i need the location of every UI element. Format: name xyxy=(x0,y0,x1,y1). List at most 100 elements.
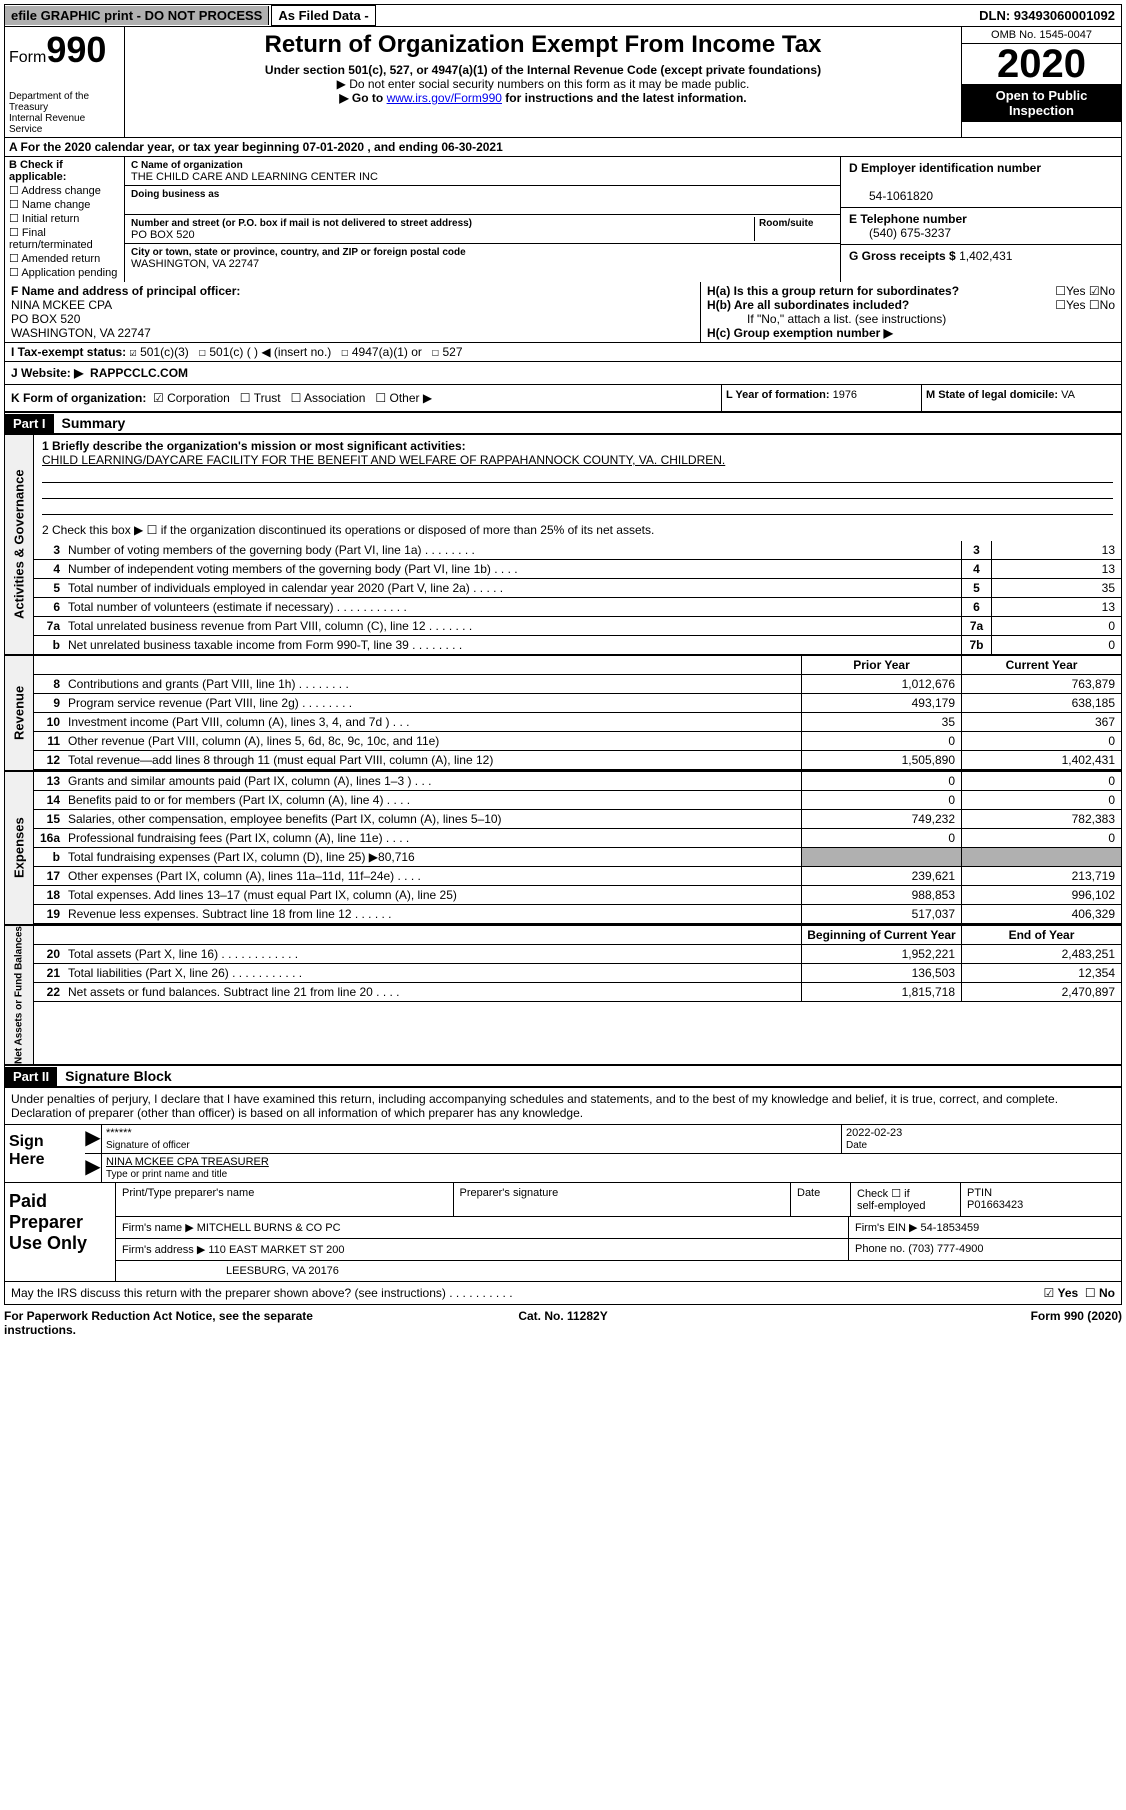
firm-ein: Firm's EIN ▶ 54-1853459 xyxy=(849,1217,1121,1238)
table-row: 22Net assets or fund balances. Subtract … xyxy=(34,983,1121,1002)
form-number: 990 xyxy=(46,29,106,70)
prep-sig-h: Preparer's signature xyxy=(454,1183,792,1216)
table-row: 10Investment income (Part VIII, column (… xyxy=(34,713,1121,732)
f-heading: F Name and address of principal officer: xyxy=(11,284,240,298)
form990-link[interactable]: www.irs.gov/Form990 xyxy=(387,91,502,105)
m-heading: M State of legal domicile: xyxy=(926,389,1058,401)
table-row: 21Total liabilities (Part X, line 26) . … xyxy=(34,964,1121,983)
row-a: A For the 2020 calendar year, or tax yea… xyxy=(4,137,1122,157)
d-heading: D Employer identification number xyxy=(849,161,1041,175)
signer-name: NINA MCKEE CPA TREASURER xyxy=(106,1156,269,1168)
k-heading: K Form of organization: xyxy=(11,391,146,405)
table-row: 17Other expenses (Part IX, column (A), l… xyxy=(34,867,1121,886)
table-row: 14Benefits paid to or for members (Part … xyxy=(34,791,1121,810)
cat-no: Cat. No. 11282Y xyxy=(377,1309,750,1337)
paperwork-notice: For Paperwork Reduction Act Notice, see … xyxy=(4,1309,377,1337)
phone: (540) 675-3237 xyxy=(849,226,951,240)
table-row: 8Contributions and grants (Part VIII, li… xyxy=(34,675,1121,694)
end-year-h: End of Year xyxy=(961,926,1121,944)
addr-h: Number and street (or P.O. box if mail i… xyxy=(131,218,472,229)
city-h: City or town, state or province, country… xyxy=(131,247,466,258)
officer-name: NINA MCKEE CPA xyxy=(11,298,112,312)
exp-label: Expenses xyxy=(4,771,34,925)
sign-here-label: Sign Here xyxy=(5,1125,85,1182)
firm-addr: Firm's address ▶ 110 EAST MARKET ST 200 xyxy=(116,1239,849,1260)
g-heading: G Gross receipts $ xyxy=(849,249,956,263)
sig-of-officer: Signature of officer xyxy=(106,1140,190,1151)
part1-title: Summary xyxy=(54,413,134,433)
chk-initial[interactable]: ☐ Initial return xyxy=(9,212,120,225)
discuss-q: May the IRS discuss this return with the… xyxy=(11,1286,1043,1300)
domicile: VA xyxy=(1061,389,1075,401)
firm-name: Firm's name ▶ MITCHELL BURNS & CO PC xyxy=(116,1217,849,1238)
c-name-h: C Name of organization xyxy=(131,160,243,171)
year-formed: 1976 xyxy=(833,389,857,401)
prep-date-h: Date xyxy=(791,1183,851,1216)
gov-row: bNet unrelated business taxable income f… xyxy=(34,636,1121,654)
ssn-notice: ▶ Do not enter social security numbers o… xyxy=(129,77,957,91)
ein: 54-1061820 xyxy=(849,189,933,203)
sig-date: 2022-02-23 xyxy=(846,1127,902,1139)
header-grid: B Check if applicable: ☐ Address change … xyxy=(4,157,1122,282)
org-city: WASHINGTON, VA 22747 xyxy=(131,258,259,270)
officer-addr2: WASHINGTON, VA 22747 xyxy=(11,326,151,340)
asfiled-label: As Filed Data - xyxy=(271,5,375,26)
q2: 2 Check this box ▶ ☐ if the organization… xyxy=(42,523,654,537)
declaration: Under penalties of perjury, I declare th… xyxy=(5,1088,1121,1124)
chk-address[interactable]: ☐ Address change xyxy=(9,184,120,197)
part2-title: Signature Block xyxy=(57,1066,180,1086)
gov-row: 7aTotal unrelated business revenue from … xyxy=(34,617,1121,636)
chk-final[interactable]: ☐ Final return/terminated xyxy=(9,226,120,251)
table-row: bTotal fundraising expenses (Part IX, co… xyxy=(34,848,1121,867)
table-row: 13Grants and similar amounts paid (Part … xyxy=(34,772,1121,791)
table-row: 15Salaries, other compensation, employee… xyxy=(34,810,1121,829)
inspection-badge: Open to Public Inspection xyxy=(962,84,1121,122)
tax-year: 2020 xyxy=(962,44,1121,84)
ha-label: H(a) Is this a group return for subordin… xyxy=(707,284,967,298)
table-row: 16aProfessional fundraising fees (Part I… xyxy=(34,829,1121,848)
mission-text: CHILD LEARNING/DAYCARE FACILITY FOR THE … xyxy=(42,453,725,467)
goto-line: ▶ Go to www.irs.gov/Form990 for instruct… xyxy=(129,91,957,105)
table-row: 11Other revenue (Part VIII, column (A), … xyxy=(34,732,1121,751)
form-footer: Form 990 (2020) xyxy=(749,1309,1122,1337)
org-addr: PO BOX 520 xyxy=(131,229,195,241)
firm-city: LEESBURG, VA 20176 xyxy=(116,1261,1121,1281)
table-row: 18Total expenses. Add lines 13–17 (must … xyxy=(34,886,1121,905)
gov-row: 5Total number of individuals employed in… xyxy=(34,579,1121,598)
dln: DLN: 93493060001092 xyxy=(973,6,1121,25)
topbar: efile GRAPHIC print - DO NOT PROCESS As … xyxy=(4,4,1122,27)
firm-phone: Phone no. (703) 777-4900 xyxy=(849,1239,1121,1260)
gov-row: 6Total number of volunteers (estimate if… xyxy=(34,598,1121,617)
gov-label: Activities & Governance xyxy=(4,434,34,655)
current-year-h: Current Year xyxy=(961,656,1121,674)
prep-name-h: Print/Type preparer's name xyxy=(116,1183,454,1216)
sig-stars: ****** xyxy=(106,1127,132,1139)
h-note: If "No," attach a list. (see instruction… xyxy=(707,312,1115,326)
table-row: 19Revenue less expenses. Subtract line 1… xyxy=(34,905,1121,924)
table-row: 20Total assets (Part X, line 16) . . . .… xyxy=(34,945,1121,964)
gross-receipts: 1,402,431 xyxy=(959,249,1012,263)
form-prefix: Form xyxy=(9,49,46,66)
q1: 1 Briefly describe the organization's mi… xyxy=(42,439,466,453)
chk-amended[interactable]: ☐ Amended return xyxy=(9,252,120,265)
chk-name[interactable]: ☐ Name change xyxy=(9,198,120,211)
l-heading: L Year of formation: xyxy=(726,389,830,401)
form-title: Return of Organization Exempt From Incom… xyxy=(129,31,957,59)
org-name: THE CHILD CARE AND LEARNING CENTER INC xyxy=(131,171,378,183)
website: RAPPCCLC.COM xyxy=(90,366,188,380)
rev-label: Revenue xyxy=(4,655,34,771)
hb-label: H(b) Are all subordinates included? xyxy=(707,298,967,312)
gov-row: 4Number of independent voting members of… xyxy=(34,560,1121,579)
chk-pending[interactable]: ☐ Application pending xyxy=(9,266,120,279)
part2-label: Part II xyxy=(5,1067,57,1086)
part1-label: Part I xyxy=(5,414,54,433)
gov-row: 3Number of voting members of the governi… xyxy=(34,541,1121,560)
irs-label: Internal Revenue Service xyxy=(9,113,120,135)
officer-addr1: PO BOX 520 xyxy=(11,312,80,326)
form-subtitle: Under section 501(c), 527, or 4947(a)(1)… xyxy=(129,63,957,77)
room-h: Room/suite xyxy=(759,218,813,229)
prior-year-h: Prior Year xyxy=(801,656,961,674)
form-header: Form990 Department of the Treasury Inter… xyxy=(4,27,1122,137)
dba-h: Doing business as xyxy=(131,189,219,200)
dept-label: Department of the Treasury xyxy=(9,91,120,113)
